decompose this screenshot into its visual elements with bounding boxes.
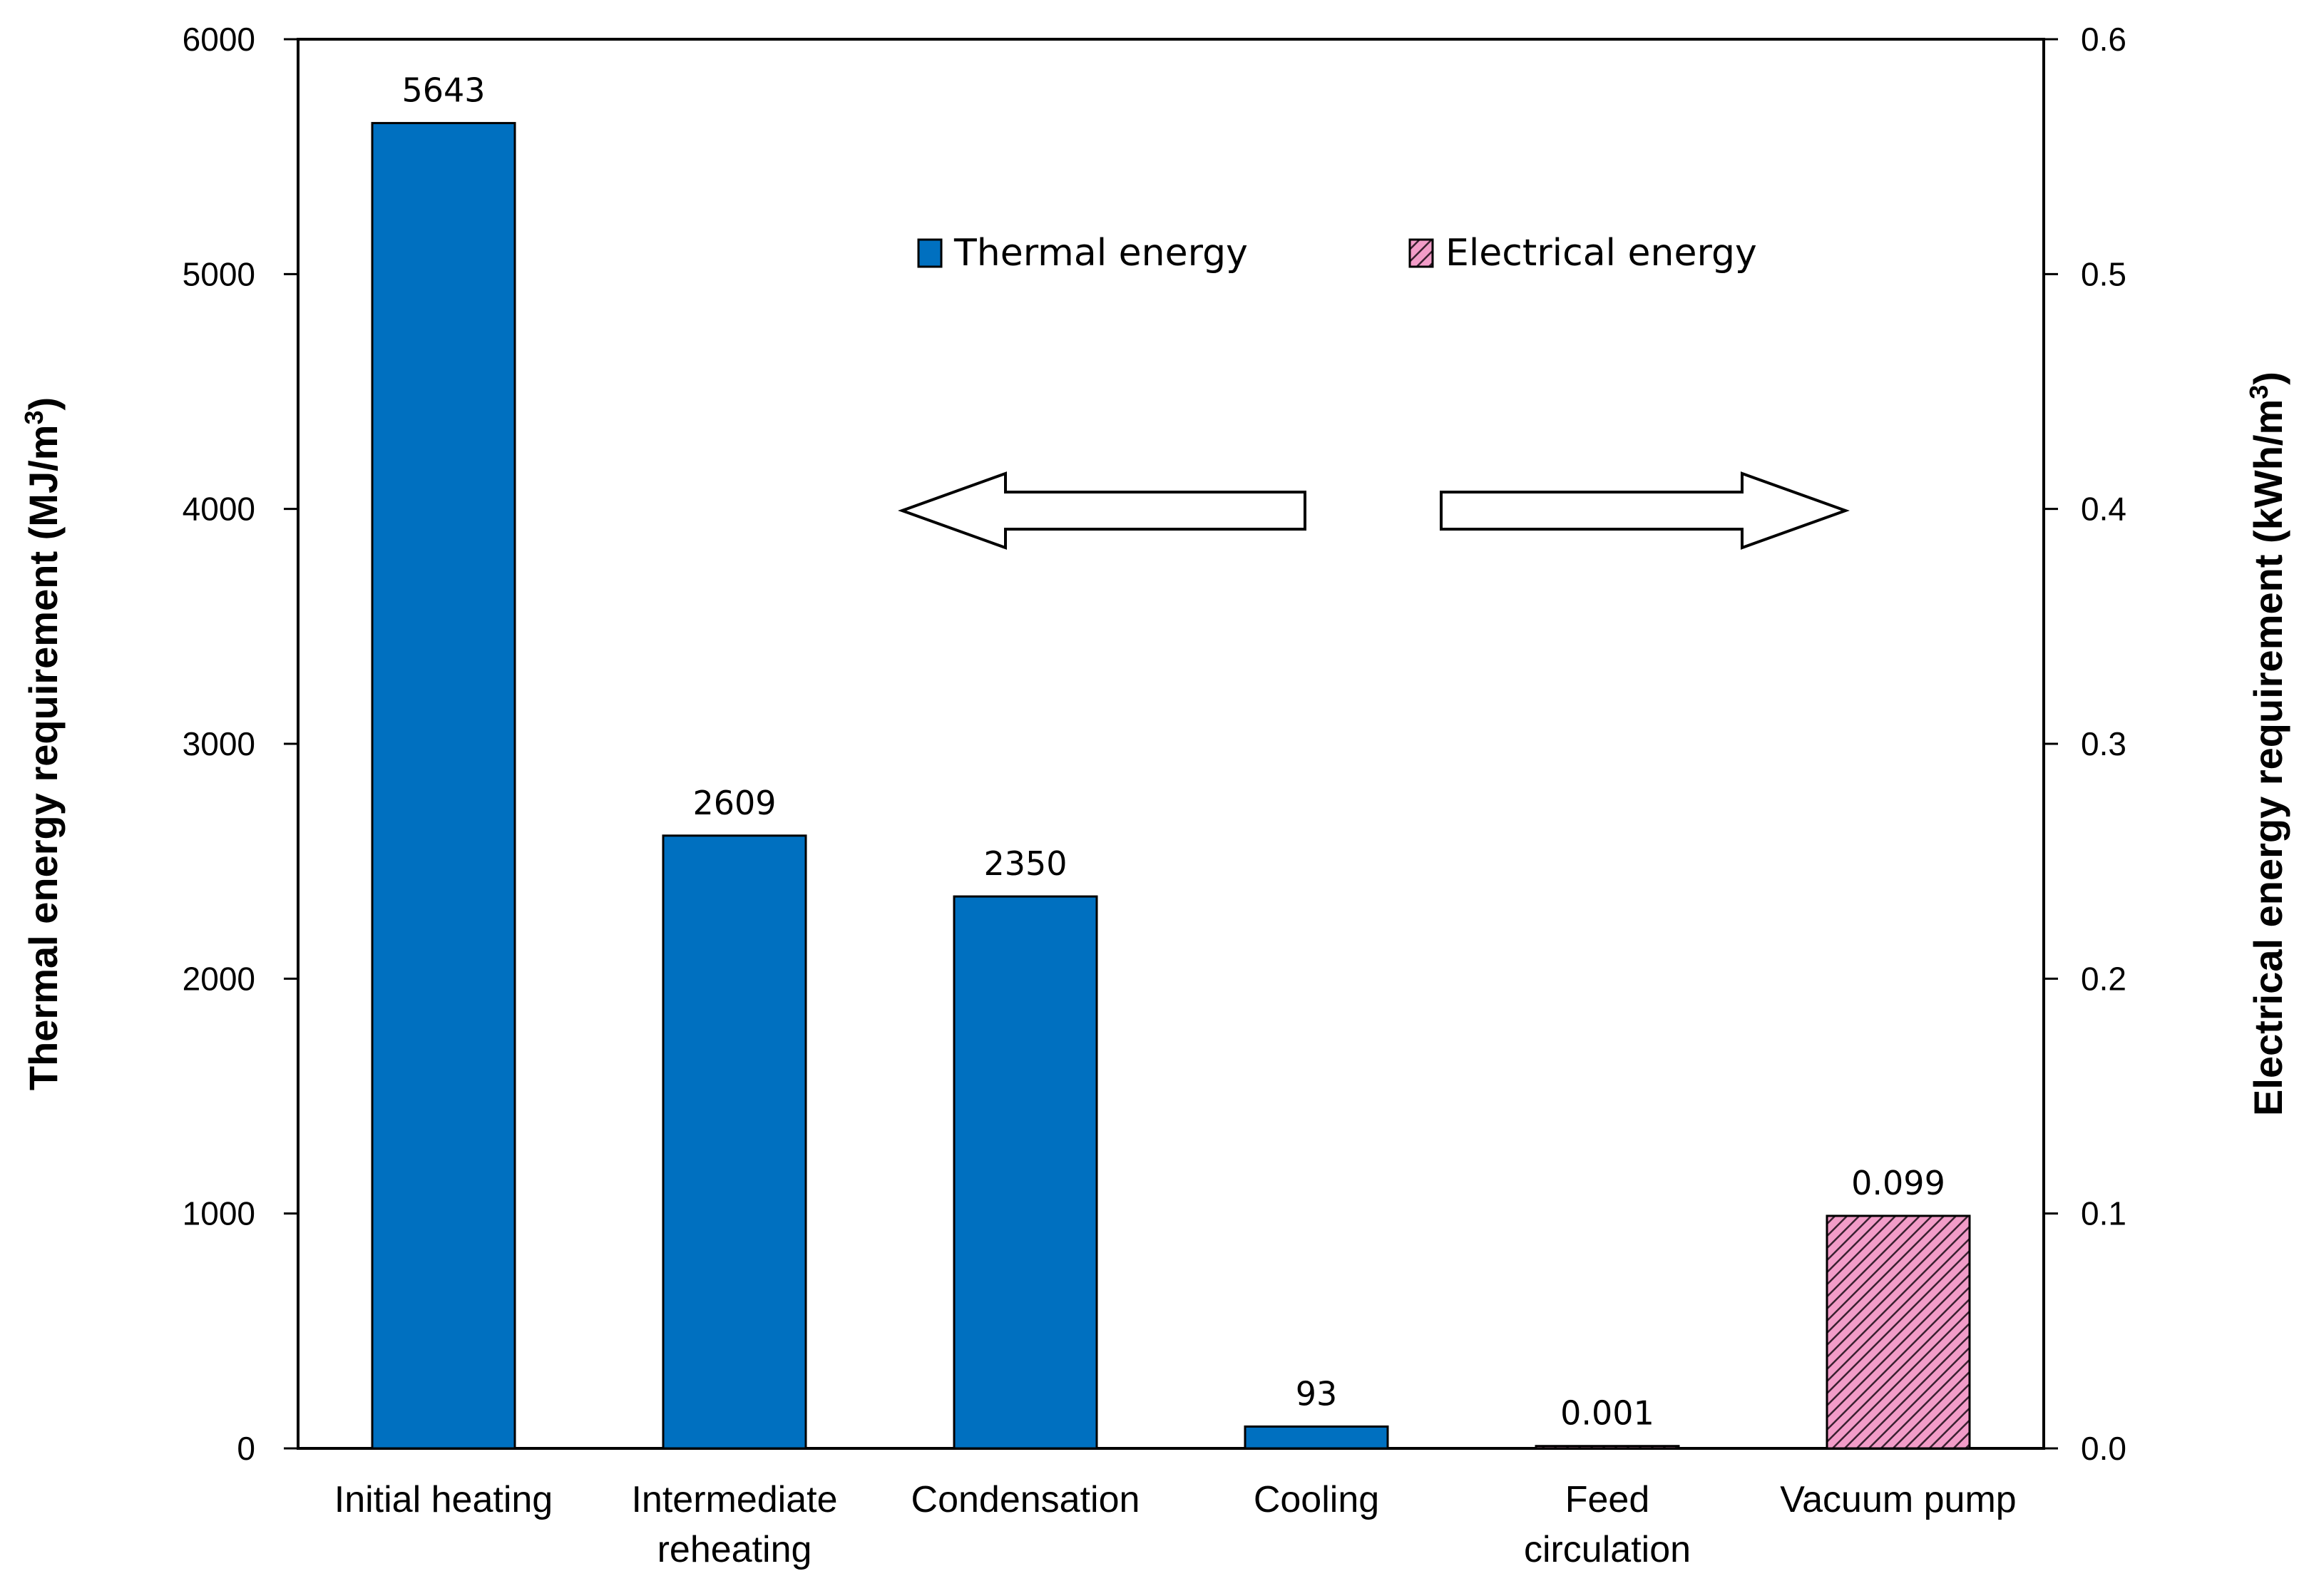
bar-vacuum-pump (1826, 1214, 1971, 1450)
right-tick-label: 0.4 (2081, 491, 2126, 528)
category-label: reheating (657, 1529, 812, 1570)
left-tick-label: 5000 (183, 255, 255, 292)
left-arrow-annotation (898, 471, 1306, 550)
data-label: 93 (1296, 1374, 1338, 1413)
right-tick-label: 0.6 (2081, 21, 2126, 58)
left-tick-label: 1000 (183, 1195, 255, 1232)
bar-feed-circulation (1535, 1445, 1680, 1450)
y-left-axis-title: Thermal energy requirement (MJ/m3) (19, 397, 66, 1090)
right-tick-label: 0.2 (2081, 960, 2126, 997)
y-right-axis-title: Electrical energy requirement (kWh/m3) (2244, 372, 2290, 1116)
right-tick-label: 0.0 (2081, 1430, 2126, 1467)
data-label: 0.099 (1851, 1164, 1945, 1202)
bar-condensation (953, 895, 1098, 1450)
category-label: Condensation (911, 1479, 1140, 1520)
data-label: 0.001 (1560, 1394, 1654, 1433)
category-label: Intermediate (631, 1479, 837, 1520)
bar-intermediate-reheating (662, 834, 807, 1450)
category-label: Initial heating (334, 1479, 553, 1520)
legend-label-thermal: Thermal energy (953, 232, 1248, 275)
bars (371, 122, 1971, 1450)
left-tick-label: 3000 (183, 725, 255, 762)
legend-label-electrical: Electrical energy (1445, 232, 1757, 275)
category-label: Vacuum pump (1780, 1479, 2016, 1520)
left-tick-label: 0 (237, 1430, 255, 1467)
left-tick-label: 4000 (183, 491, 255, 528)
category-label: circulation (1524, 1529, 1691, 1570)
bar-cooling (1244, 1425, 1389, 1450)
category-label: Feed (1565, 1479, 1650, 1520)
data-label: 2350 (983, 844, 1067, 883)
right-arrow-annotation (1440, 471, 1850, 550)
left-tick-label: 6000 (183, 21, 255, 58)
right-tick-label: 0.5 (2081, 255, 2126, 292)
legend: Thermal energy Electrical energy (917, 232, 1757, 275)
legend-swatch-electrical (1408, 238, 1434, 268)
right-axis: 0.0 0.1 0.2 0.3 0.4 0.5 0.6 (2044, 21, 2126, 1467)
left-tick-label: 2000 (183, 960, 255, 997)
data-labels: 5643 2609 2350 93 0.001 0.099 (401, 71, 1945, 1433)
data-label: 5643 (401, 71, 485, 110)
right-tick-label: 0.1 (2081, 1195, 2126, 1232)
data-label: 2609 (692, 784, 776, 822)
left-axis: 0 1000 2000 3000 4000 5000 6000 (183, 21, 298, 1467)
right-tick-label: 0.3 (2081, 725, 2126, 762)
category-label: Cooling (1254, 1479, 1379, 1520)
category-labels: Initial heating Intermediate reheating Cond… (334, 1479, 2017, 1570)
legend-swatch-thermal (917, 238, 943, 268)
bar-initial-heating (371, 122, 516, 1450)
